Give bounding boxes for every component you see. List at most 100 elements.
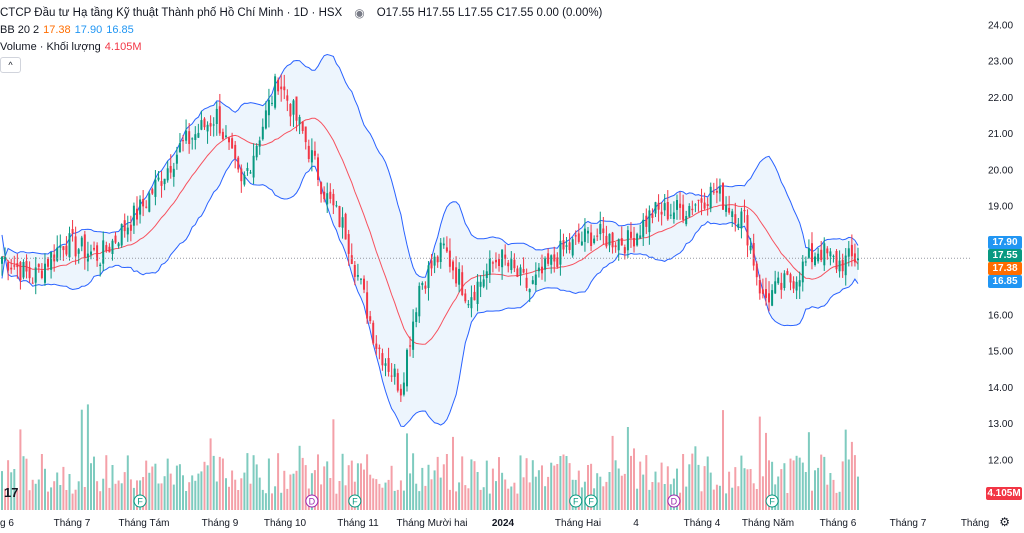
candle-body <box>605 235 608 247</box>
volume-bar <box>292 473 295 510</box>
candle-body <box>4 257 7 260</box>
candle-body <box>712 191 715 193</box>
candle-body <box>154 179 157 197</box>
candle-body <box>68 233 71 258</box>
volume-bar <box>857 476 859 510</box>
tradingview-logo[interactable]: 17 <box>4 485 19 500</box>
candle-body <box>132 205 135 226</box>
volume-bar <box>519 455 522 510</box>
event-marker[interactable]: F <box>765 494 779 508</box>
candle-body <box>485 271 488 278</box>
volume-bar <box>804 472 807 510</box>
candle-body <box>725 205 728 212</box>
candle-body <box>669 214 672 216</box>
volume-bar <box>111 465 114 510</box>
candle-body <box>381 353 384 366</box>
candle-body <box>409 345 412 347</box>
event-marker-circle[interactable] <box>348 494 362 508</box>
volume-bar <box>381 487 384 510</box>
volume-bar <box>507 488 510 510</box>
volume-bar <box>488 493 491 510</box>
volume-bar <box>761 476 764 510</box>
candle-body <box>433 256 436 266</box>
volume-bar <box>114 483 117 510</box>
volume-bar <box>783 463 786 510</box>
event-marker[interactable]: F <box>133 494 147 508</box>
event-marker[interactable]: F <box>569 494 583 508</box>
volume-label: Volume · Khối lượng <box>0 41 101 53</box>
candle-body <box>225 135 227 137</box>
event-marker[interactable]: D <box>667 494 681 508</box>
volume-bar <box>301 457 304 510</box>
settings-icon[interactable]: ⚙ <box>999 515 1010 529</box>
volume-bar <box>700 491 703 510</box>
event-marker[interactable]: D <box>305 494 319 508</box>
candle-body <box>215 108 218 124</box>
candle-body <box>406 349 408 387</box>
volume-bar <box>4 488 7 510</box>
volume-bar <box>252 455 255 510</box>
volume-bar <box>722 410 724 510</box>
candle-body <box>178 143 181 153</box>
candle-body <box>703 202 706 209</box>
volume-legend[interactable]: Volume · Khối lượng 4.105M <box>0 41 142 53</box>
candle-body <box>157 177 160 180</box>
candle-body <box>734 214 737 224</box>
candle-body <box>804 261 807 263</box>
candle-body <box>473 291 476 301</box>
volume-bar <box>387 479 390 510</box>
eye-icon[interactable]: ◉ <box>354 6 365 20</box>
candle-body <box>504 254 507 259</box>
time-axis[interactable]: g 6 Tháng 7 Tháng Tám Tháng 9 Tháng 10 Tháng … <box>0 518 989 529</box>
event-marker[interactable]: F <box>348 494 362 508</box>
candle-body <box>853 253 856 263</box>
volume-bar <box>596 473 599 510</box>
candle-body <box>267 100 270 116</box>
volume-bar <box>402 490 405 510</box>
volume-bar <box>528 482 531 510</box>
candle-body <box>755 263 758 278</box>
volume-bar <box>406 433 408 510</box>
candle-body <box>240 168 243 182</box>
volume-bar <box>16 490 19 510</box>
volume-bar <box>461 456 464 510</box>
volume-bar <box>731 487 734 510</box>
y-tick-label: 14.00 <box>988 383 1013 394</box>
volume-bar <box>768 460 770 510</box>
event-marker-circle[interactable] <box>133 494 147 508</box>
candle-body <box>495 259 497 263</box>
candle-body <box>375 343 378 349</box>
event-marker-circle[interactable] <box>305 494 319 508</box>
candle-body <box>798 280 801 287</box>
candle-body <box>151 189 154 194</box>
volume-bar <box>482 487 485 510</box>
volume-bar <box>56 472 59 510</box>
candle-body <box>525 277 528 288</box>
event-marker-circle[interactable] <box>584 494 598 508</box>
x-tick-label: Tháng 9 <box>202 518 239 529</box>
volume-bar <box>516 493 519 510</box>
candle-body <box>709 186 712 209</box>
volume-bar <box>565 456 568 510</box>
volume-bar <box>740 455 743 510</box>
candle-body <box>737 223 740 228</box>
candle-body <box>749 245 752 251</box>
event-marker-circle[interactable] <box>569 494 583 508</box>
volume-bar <box>271 493 273 510</box>
candle-body <box>685 216 688 225</box>
volume-bar <box>188 482 191 510</box>
candle-body <box>197 132 200 138</box>
candle-body <box>237 157 240 170</box>
candle-body <box>626 230 629 251</box>
symbol-title[interactable]: CTCP Đầu tư Hạ tầng Kỹ thuật Thành phố H… <box>0 7 343 19</box>
volume-bar <box>166 458 169 510</box>
candle-body <box>706 204 709 206</box>
event-marker-circle[interactable] <box>667 494 681 508</box>
event-marker[interactable]: F <box>584 494 598 508</box>
event-marker-circle[interactable] <box>765 494 779 508</box>
collapse-legend-button[interactable]: ^ <box>0 57 21 73</box>
volume-bar <box>172 484 175 510</box>
bb-legend[interactable]: BB 20 2 17.38 17.90 16.85 <box>0 24 134 36</box>
